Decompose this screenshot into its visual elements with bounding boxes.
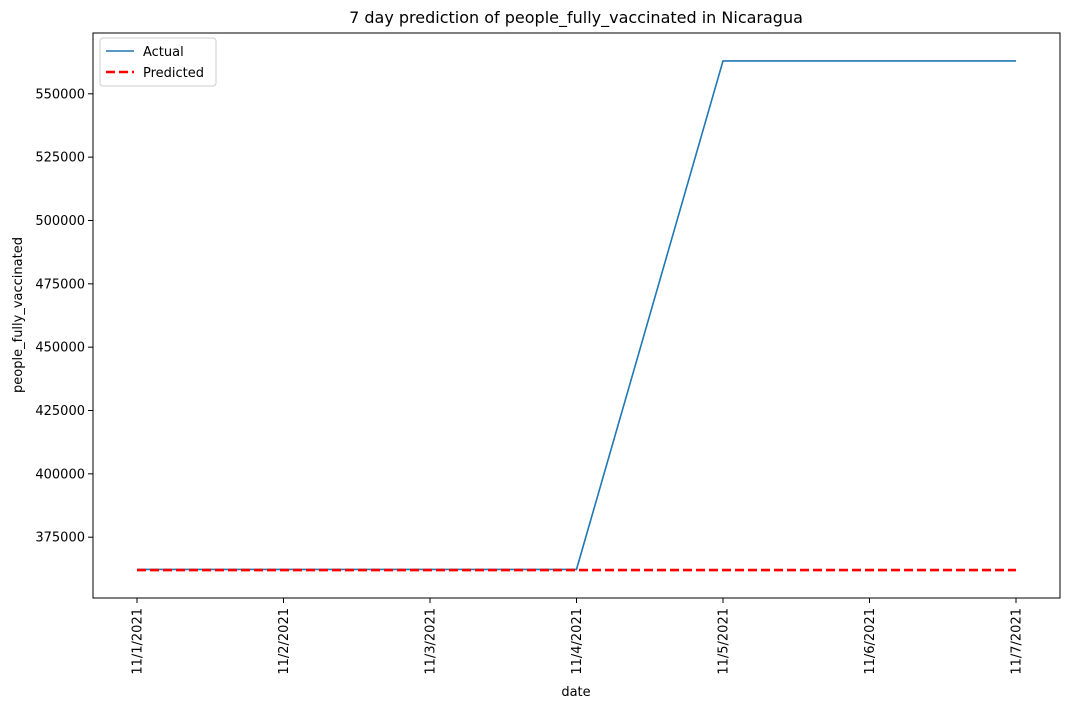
y-axis: 375000 400000 425000 450000 475000 500000 5250… (35, 87, 93, 546)
y-tick-label: 450000 (35, 341, 85, 356)
y-tick-label: 500000 (35, 214, 85, 229)
series-line-actual (137, 60, 1016, 571)
legend-label-predicted: Predicted (143, 66, 204, 81)
x-tick-label: 11/5/2021 (717, 608, 732, 675)
series-layer (136, 60, 1017, 572)
x-tick-label: 11/3/2021 (424, 608, 439, 675)
y-tick-label: 525000 (35, 151, 85, 166)
x-tick-label: 11/2/2021 (277, 608, 292, 675)
y-tick-label: 475000 (35, 277, 85, 292)
y-tick-label: 400000 (35, 467, 85, 482)
x-axis-title: date (561, 685, 590, 700)
legend: Actual Predicted (99, 37, 217, 87)
x-tick-label: 11/6/2021 (863, 608, 878, 675)
chart-title: 7 day prediction of people_fully_vaccina… (349, 8, 803, 28)
y-tick-label: 425000 (35, 404, 85, 419)
x-axis: 11/1/2021 11/2/2021 11/3/2021 11/4/2021 11/5… (131, 598, 1025, 675)
y-tick-label: 550000 (35, 87, 85, 102)
y-tick-label: 375000 (35, 531, 85, 546)
y-axis-title: people_fully_vaccinated (11, 237, 26, 393)
legend-label-actual: Actual (143, 45, 184, 60)
x-tick-label: 11/7/2021 (1010, 608, 1025, 675)
legend-box (99, 37, 217, 87)
x-tick-label: 11/1/2021 (131, 608, 146, 675)
x-tick-label: 11/4/2021 (570, 608, 585, 675)
plot-frame (92, 32, 1061, 599)
